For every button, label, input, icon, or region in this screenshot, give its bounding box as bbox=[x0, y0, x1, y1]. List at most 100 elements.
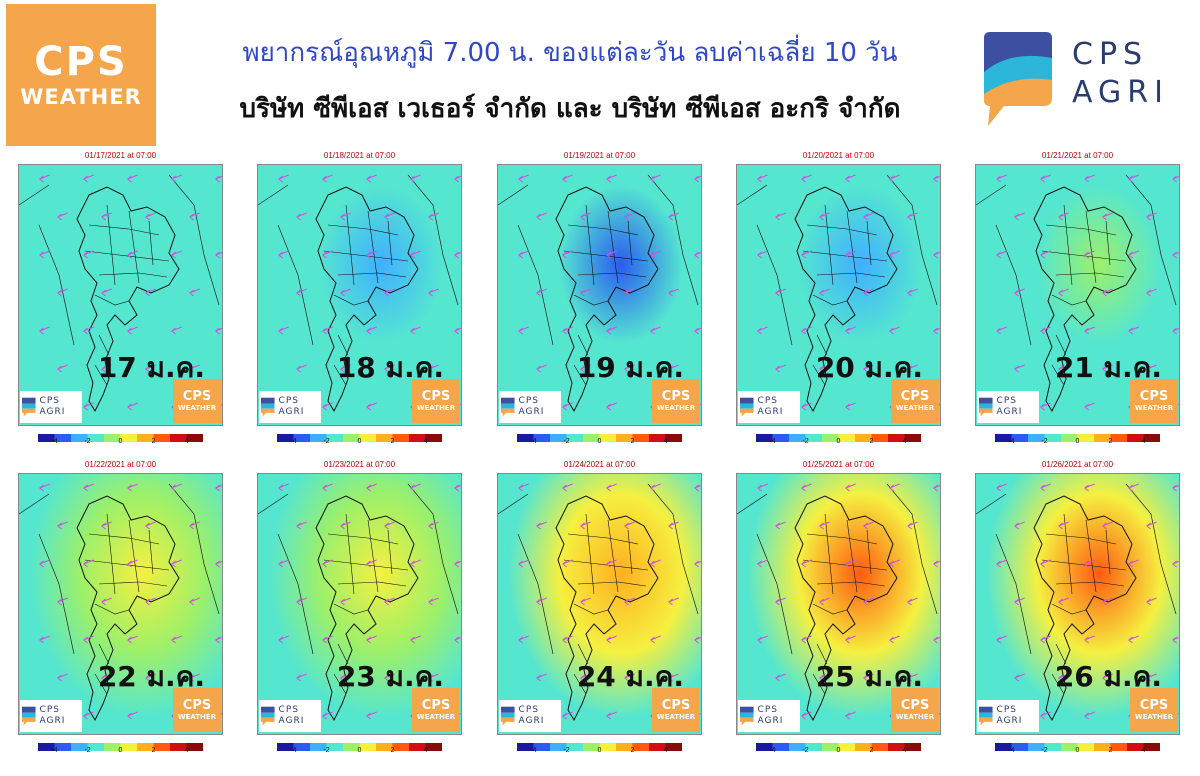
mini-weather-big: CPS bbox=[1139, 698, 1169, 713]
colorbar-swatch bbox=[38, 743, 55, 751]
country-border bbox=[315, 495, 419, 722]
wind-arrow bbox=[39, 174, 50, 183]
colorbar-scale bbox=[517, 434, 683, 442]
country-border bbox=[555, 495, 659, 722]
colorbar-swatch bbox=[104, 434, 121, 442]
colorbar-swatch bbox=[649, 434, 666, 442]
colorbar-ticks: -4 -2 0 2 4 bbox=[756, 438, 921, 450]
neighbor-border bbox=[995, 224, 1032, 346]
colorbar-ticks: -4 -2 0 2 4 bbox=[995, 747, 1160, 759]
colorbar-swatch bbox=[1044, 434, 1062, 442]
neighbor-border bbox=[19, 493, 50, 515]
wind-arrow bbox=[171, 635, 182, 644]
colorbar-tick: 0 bbox=[1075, 747, 1080, 754]
colorbar-tick: 0 bbox=[357, 438, 362, 445]
wind-arrow bbox=[189, 212, 200, 221]
colorbar-swatch bbox=[599, 743, 617, 751]
province-border bbox=[1063, 513, 1073, 595]
colorbar-swatch bbox=[425, 434, 443, 442]
wind-arrow bbox=[562, 326, 573, 335]
wind-arrow bbox=[694, 636, 701, 644]
wind-arrow bbox=[1014, 364, 1025, 373]
colorbar-swatch bbox=[1077, 743, 1095, 751]
wind-arrow bbox=[410, 635, 421, 644]
wind-arrow bbox=[819, 673, 830, 682]
wind-arrow bbox=[580, 364, 591, 373]
mini-weather-small: WEATHER bbox=[895, 713, 935, 721]
country-border bbox=[1033, 495, 1137, 722]
colorbar-tick: 2 bbox=[390, 747, 395, 754]
colorbar-swatch bbox=[277, 743, 294, 751]
wind-arrow bbox=[694, 251, 701, 259]
province-border bbox=[846, 519, 858, 593]
colorbar-swatch bbox=[995, 743, 1012, 751]
wind-arrow bbox=[101, 288, 112, 297]
forecast-panel: 01/25/2021 at 07:00 25 ม.ค. CPS AGRI CPS WEA… bbox=[736, 459, 941, 765]
colorbar-swatch bbox=[583, 434, 600, 442]
wind-arrow bbox=[454, 327, 461, 335]
wind-arrow bbox=[101, 673, 112, 682]
wind-arrow bbox=[1058, 597, 1069, 606]
agri-logo-text: CPS AGRI bbox=[1072, 36, 1169, 112]
province-border bbox=[824, 204, 834, 286]
colorbar-swatch bbox=[409, 434, 426, 442]
wind-arrow bbox=[215, 560, 222, 568]
mini-weather-small: WEATHER bbox=[1134, 713, 1174, 721]
mini-weather-big: CPS bbox=[1139, 389, 1169, 404]
wind-arrow bbox=[801, 711, 812, 720]
forecast-panel: 01/17/2021 at 07:00 17 ม.ค. CPS AGRI CPS WEA… bbox=[18, 150, 223, 456]
forecast-panel: 01/19/2021 at 07:00 19 ม.ค. CPS AGRI CPS WEA… bbox=[497, 150, 702, 456]
wind-arrow bbox=[189, 521, 200, 530]
colorbar-swatch bbox=[425, 743, 443, 751]
neighbor-border bbox=[756, 224, 793, 346]
wind-arrow bbox=[845, 402, 856, 411]
colorbar-swatch bbox=[517, 743, 534, 751]
wind-arrow bbox=[757, 250, 768, 259]
colorbar-tick: -4 bbox=[51, 747, 58, 754]
wind-arrow bbox=[366, 635, 377, 644]
day-label: 18 ม.ค. bbox=[336, 351, 444, 384]
colorbar: -4 -2 0 2 4 bbox=[277, 737, 443, 765]
province-border bbox=[88, 533, 160, 545]
wind-arrow bbox=[296, 673, 307, 682]
colorbar-swatch bbox=[1143, 743, 1161, 751]
colorbar-tick: 2 bbox=[390, 438, 395, 445]
wind-arrow bbox=[757, 559, 768, 568]
wind-arrow bbox=[189, 673, 200, 682]
wind-arrow bbox=[775, 521, 786, 530]
province-border bbox=[1055, 272, 1125, 278]
wind-arrow bbox=[215, 175, 222, 183]
province-border bbox=[1051, 364, 1065, 386]
mini-weather-logo: CPS WEATHER bbox=[652, 379, 700, 423]
day-label: 20 ม.ค. bbox=[815, 351, 923, 384]
colorbar-tick: 0 bbox=[836, 438, 841, 445]
wind-arrow bbox=[296, 364, 307, 373]
wind-arrow bbox=[536, 521, 547, 530]
wind-arrow bbox=[171, 174, 182, 183]
province-border bbox=[128, 519, 140, 593]
forecast-panel: 01/24/2021 at 07:00 24 ม.ค. CPS AGRI CPS WEA… bbox=[497, 459, 702, 765]
colorbar-swatch bbox=[756, 743, 773, 751]
agri-mark-icon bbox=[22, 706, 36, 726]
mini-weather-small: WEATHER bbox=[656, 404, 696, 412]
colorbar-tick: 4 bbox=[663, 438, 668, 445]
neighbor-border bbox=[277, 533, 314, 655]
colorbar-swatch bbox=[293, 434, 311, 442]
colorbar-swatch bbox=[533, 434, 551, 442]
wind-arrow bbox=[1146, 212, 1157, 221]
mini-agri-text: CPS AGRI bbox=[996, 396, 1023, 417]
colorbar-swatch bbox=[566, 743, 584, 751]
neighbor-border bbox=[498, 184, 529, 206]
wind-arrow bbox=[650, 635, 661, 644]
colorbar-swatch bbox=[822, 743, 839, 751]
wind-arrow bbox=[536, 673, 547, 682]
wind-arrow bbox=[278, 483, 289, 492]
mini-weather-big: CPS bbox=[661, 389, 691, 404]
province-border bbox=[573, 294, 609, 306]
colorbar-tick: 2 bbox=[630, 438, 635, 445]
province-border bbox=[337, 581, 407, 587]
wind-arrow bbox=[889, 250, 900, 259]
wind-arrow bbox=[606, 559, 617, 568]
wind-arrow bbox=[83, 483, 94, 492]
province-border bbox=[607, 210, 619, 284]
